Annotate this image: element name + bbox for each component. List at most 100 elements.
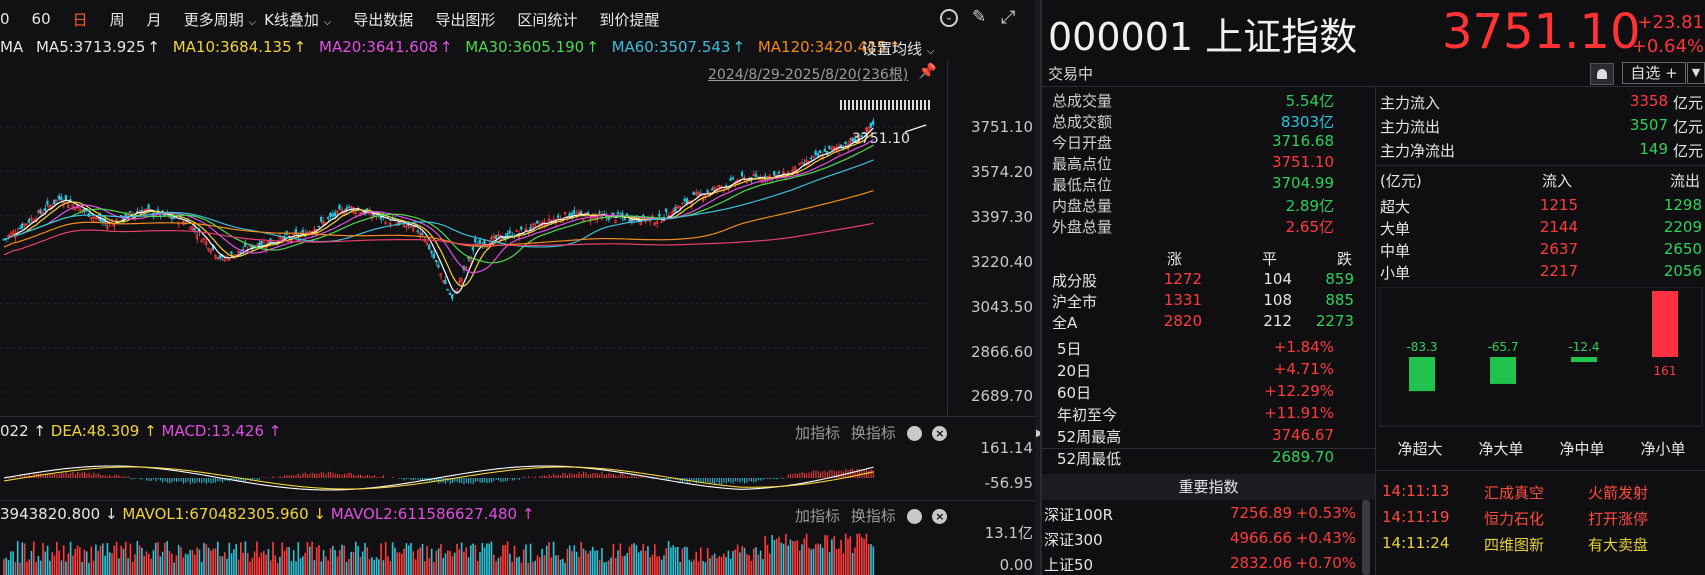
period-0[interactable]: 0 <box>0 10 10 28</box>
ma-settings-dropdown[interactable]: 设置均线 ⌵ <box>862 38 934 59</box>
volume-bar <box>233 549 235 575</box>
close-icon[interactable]: × <box>932 426 948 441</box>
volume-bar <box>228 542 231 575</box>
candle-body <box>39 209 42 214</box>
macd-dea-line <box>3 466 874 490</box>
candle-body <box>37 210 40 213</box>
swap-indicator-button[interactable]: 换指标 <box>850 507 896 525</box>
volume-legend: 3943820.800 ↓ MAVOL1:670482305.960 ↓ MAV… <box>0 505 534 523</box>
kline-overlay-dropdown[interactable]: K线叠加 ⌵ <box>264 9 331 30</box>
volume-bar <box>870 544 872 575</box>
period-day[interactable]: 日 <box>72 10 88 29</box>
chevron-down-icon: ⌵ <box>323 16 332 28</box>
volume-bar <box>516 557 518 575</box>
panel-splitter[interactable] <box>1035 0 1040 575</box>
ma-legend: MA MA5:3713.925 ↑ MA10:3684.135 ↑ MA20:364… <box>0 38 909 60</box>
volume-bar <box>428 558 431 575</box>
volume-bar <box>203 542 205 575</box>
index-name[interactable]: 上证50 <box>1044 556 1094 574</box>
chevron-down-icon[interactable]: ▼ <box>1687 62 1705 84</box>
candle-body <box>628 219 631 222</box>
candle-body <box>421 233 424 235</box>
volume-bar <box>817 543 819 575</box>
period-month[interactable]: 月 <box>146 10 162 29</box>
index-name[interactable]: 深证100R <box>1044 506 1114 524</box>
collapse-arrow-icon[interactable]: ▶ <box>1036 428 1044 439</box>
volume-bar <box>90 546 93 575</box>
volume-bar <box>384 542 387 575</box>
volume-bar <box>412 551 415 575</box>
volume-bar <box>720 556 723 575</box>
volume-bar <box>539 557 541 575</box>
stat-value: 3751.10 <box>1271 153 1334 171</box>
candle-body <box>57 195 61 200</box>
perf-value: +1.84% <box>1273 338 1334 356</box>
period-week[interactable]: 周 <box>109 10 125 29</box>
volume-bar <box>711 555 714 575</box>
index-name[interactable]: 深证300 <box>1044 531 1103 549</box>
add-indicator-button[interactable]: 加指标 <box>795 424 841 442</box>
divider <box>0 500 1035 501</box>
candle-body <box>30 218 33 220</box>
stat-value: 5.54亿 <box>1285 92 1334 110</box>
draw-pen-icon[interactable]: ✎ <box>972 7 987 27</box>
volume-bar <box>525 544 527 575</box>
volume-bar <box>329 548 332 575</box>
gear-icon[interactable] <box>906 426 922 441</box>
candle-body <box>204 241 208 245</box>
price-alert-button[interactable]: 到价提醒 <box>599 10 660 29</box>
gear-icon[interactable] <box>906 509 922 524</box>
volume-bar <box>219 556 221 575</box>
candle-body <box>416 230 419 233</box>
ticker-stock[interactable]: 恒力石化 <box>1484 510 1545 528</box>
range-stats-button[interactable]: 区间统计 <box>517 10 578 29</box>
volume-bar <box>522 549 525 575</box>
ticker-stock[interactable]: 汇成真空 <box>1484 484 1545 502</box>
more-periods-dropdown[interactable]: 更多周期 ⌵ <box>184 9 256 30</box>
export-image-button[interactable]: 导出图形 <box>435 10 496 29</box>
candle-body <box>469 256 472 262</box>
volume-bar <box>844 533 847 575</box>
candle-body <box>740 171 744 177</box>
collapse-circle-icon[interactable]: ⌄ <box>940 9 958 27</box>
more-periods-label: 更多周期 <box>183 10 244 29</box>
volume-bar <box>391 542 394 575</box>
volume-bar <box>39 560 42 575</box>
candle-body <box>25 223 28 226</box>
add-watchlist-button[interactable]: 自选 + <box>1622 62 1686 84</box>
volume-bar <box>688 559 691 575</box>
add-indicator-button[interactable]: 加指标 <box>795 507 841 525</box>
volume-bar <box>465 547 467 575</box>
close-icon[interactable]: × <box>932 509 948 524</box>
volume-bar <box>778 536 780 575</box>
volume-bar <box>315 547 318 575</box>
volume-bar <box>697 561 700 575</box>
volume-bar <box>752 548 755 575</box>
period-60min[interactable]: 60 <box>31 10 51 28</box>
volume-bar <box>548 542 550 575</box>
swap-indicator-button[interactable]: 换指标 <box>850 424 896 442</box>
candle-body <box>317 225 320 228</box>
volume-bar <box>157 542 159 575</box>
ticker-stock[interactable]: 四维图新 <box>1484 536 1545 554</box>
fullscreen-icon[interactable]: ⤢ <box>1001 7 1016 28</box>
pin-icon[interactable]: 📌 <box>918 62 937 80</box>
breadth-down: 2273 <box>1315 312 1354 330</box>
index-value: 2832.06 <box>1229 554 1292 572</box>
scrollbar[interactable] <box>1362 500 1370 575</box>
volume-bar <box>564 562 566 575</box>
volume-bar <box>426 545 428 575</box>
volume-bar <box>670 547 672 575</box>
bell-icon[interactable] <box>1590 63 1614 85</box>
candle-body <box>237 250 240 253</box>
volume-bar <box>187 554 189 575</box>
stat-label: 总成交量 <box>1052 92 1113 110</box>
export-data-button[interactable]: 导出数据 <box>353 10 414 29</box>
flow-row-out: 2650 <box>1663 240 1702 258</box>
candle-body <box>623 218 626 221</box>
volume-bar <box>585 550 587 575</box>
volume-bar <box>58 550 60 575</box>
candle-body <box>301 229 304 233</box>
price-axis-line <box>947 60 948 415</box>
volume-bar <box>164 542 166 575</box>
